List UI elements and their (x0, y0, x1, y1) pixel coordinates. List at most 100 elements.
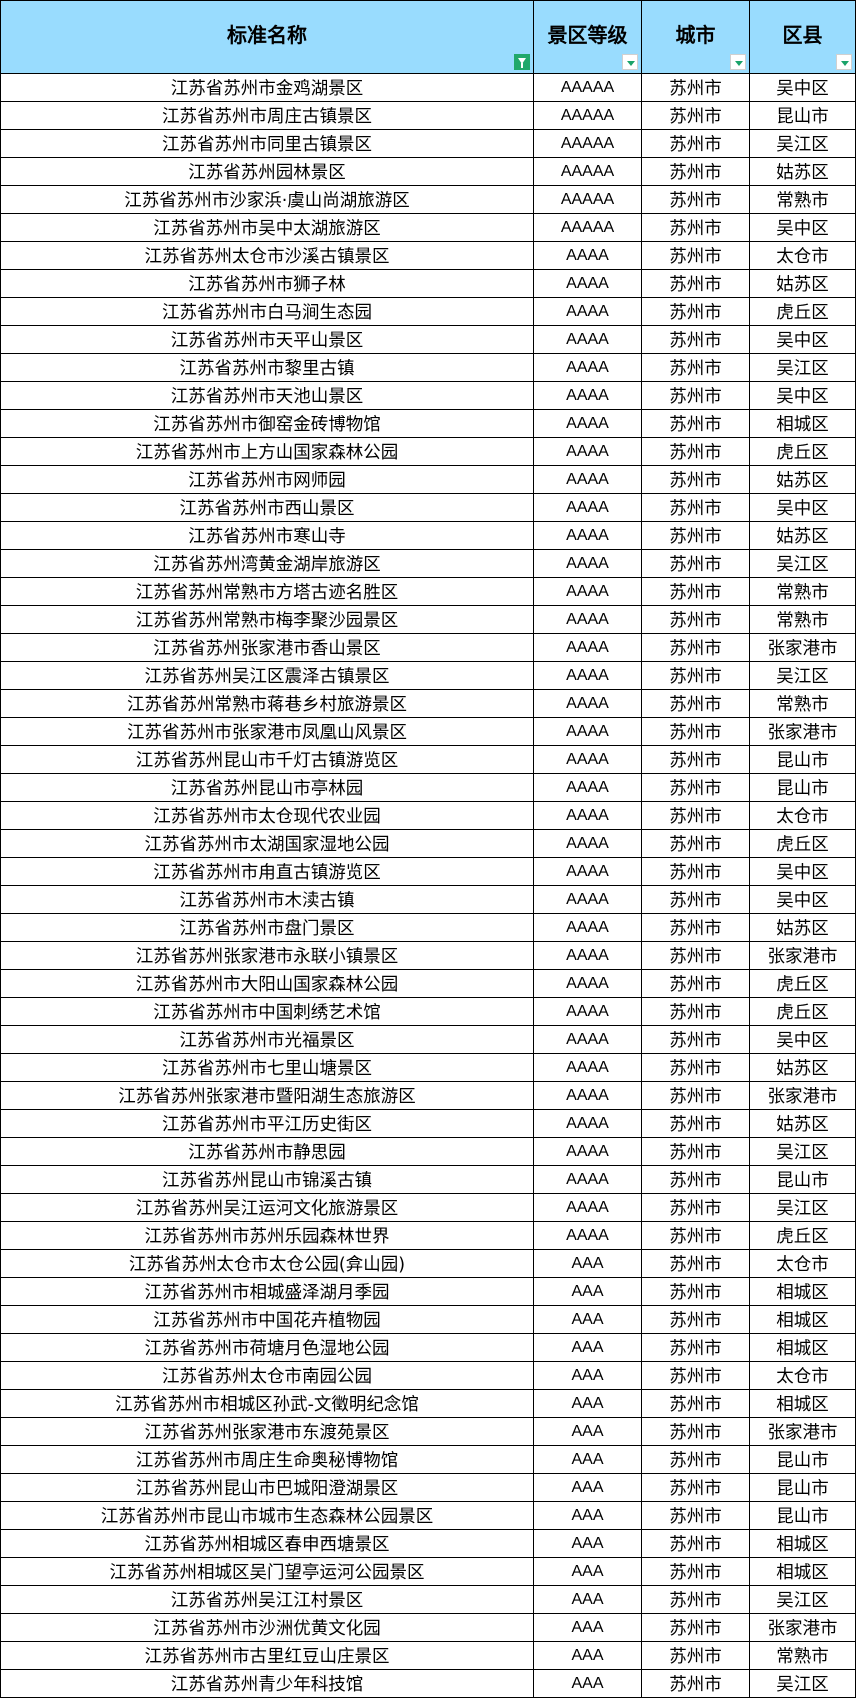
cell-city[interactable]: 苏州市 (641, 325, 750, 354)
cell-city[interactable]: 苏州市 (641, 1165, 750, 1194)
cell-district[interactable]: 常熟市 (749, 1641, 856, 1670)
cell-name[interactable]: 江苏省苏州市狮子林 (0, 269, 534, 298)
cell-district[interactable]: 常熟市 (749, 185, 856, 214)
cell-district[interactable]: 虎丘区 (749, 437, 856, 466)
cell-grade[interactable]: AAAAA (533, 157, 642, 186)
cell-district[interactable]: 姑苏区 (749, 1053, 856, 1082)
filter-active-icon[interactable] (514, 54, 530, 70)
cell-name[interactable]: 江苏省苏州吴江江村景区 (0, 1585, 534, 1614)
cell-grade[interactable]: AAAA (533, 577, 642, 606)
cell-district[interactable]: 太仓市 (749, 1249, 856, 1278)
cell-district[interactable]: 吴江区 (749, 1585, 856, 1614)
cell-name[interactable]: 江苏省苏州市中国花卉植物园 (0, 1305, 534, 1334)
cell-district[interactable]: 吴江区 (749, 1193, 856, 1222)
filter-dropdown-icon[interactable] (730, 54, 746, 70)
cell-district[interactable]: 相城区 (749, 1333, 856, 1362)
cell-city[interactable]: 苏州市 (641, 1473, 750, 1502)
cell-city[interactable]: 苏州市 (641, 437, 750, 466)
cell-name[interactable]: 江苏省苏州张家港市永联小镇景区 (0, 941, 534, 970)
cell-name[interactable]: 江苏省苏州市西山景区 (0, 493, 534, 522)
cell-grade[interactable]: AAAA (533, 1221, 642, 1250)
cell-name[interactable]: 江苏省苏州市太湖国家湿地公园 (0, 829, 534, 858)
cell-district[interactable]: 昆山市 (749, 1165, 856, 1194)
cell-grade[interactable]: AAAA (533, 661, 642, 690)
cell-city[interactable]: 苏州市 (641, 661, 750, 690)
cell-grade[interactable]: AAA (533, 1305, 642, 1334)
cell-grade[interactable]: AAAA (533, 885, 642, 914)
header-district[interactable]: 区县 (749, 0, 856, 74)
cell-name[interactable]: 江苏省苏州市木渎古镇 (0, 885, 534, 914)
cell-district[interactable]: 吴江区 (749, 1669, 856, 1698)
cell-city[interactable]: 苏州市 (641, 1389, 750, 1418)
cell-district[interactable]: 相城区 (749, 1389, 856, 1418)
header-name[interactable]: 标准名称 (0, 0, 534, 74)
cell-city[interactable]: 苏州市 (641, 549, 750, 578)
cell-name[interactable]: 江苏省苏州市黎里古镇 (0, 353, 534, 382)
cell-name[interactable]: 江苏省苏州太仓市太仓公园(弇山园) (0, 1249, 534, 1278)
cell-city[interactable]: 苏州市 (641, 465, 750, 494)
cell-name[interactable]: 江苏省苏州市光福景区 (0, 1025, 534, 1054)
cell-district[interactable]: 太仓市 (749, 1361, 856, 1390)
cell-district[interactable]: 吴中区 (749, 493, 856, 522)
cell-grade[interactable]: AAAA (533, 549, 642, 578)
cell-grade[interactable]: AAAA (533, 437, 642, 466)
cell-grade[interactable]: AAAA (533, 297, 642, 326)
cell-name[interactable]: 江苏省苏州市张家港市凤凰山风景区 (0, 717, 534, 746)
cell-grade[interactable]: AAA (533, 1641, 642, 1670)
cell-city[interactable]: 苏州市 (641, 241, 750, 270)
cell-name[interactable]: 江苏省苏州市相城盛泽湖月季园 (0, 1277, 534, 1306)
cell-grade[interactable]: AAA (533, 1249, 642, 1278)
cell-city[interactable]: 苏州市 (641, 857, 750, 886)
cell-name[interactable]: 江苏省苏州市盘门景区 (0, 913, 534, 942)
filter-dropdown-icon[interactable] (836, 54, 852, 70)
cell-city[interactable]: 苏州市 (641, 969, 750, 998)
cell-district[interactable]: 昆山市 (749, 1501, 856, 1530)
cell-grade[interactable]: AAAA (533, 325, 642, 354)
cell-city[interactable]: 苏州市 (641, 1641, 750, 1670)
cell-city[interactable]: 苏州市 (641, 605, 750, 634)
cell-city[interactable]: 苏州市 (641, 1081, 750, 1110)
cell-city[interactable]: 苏州市 (641, 885, 750, 914)
cell-district[interactable]: 吴江区 (749, 661, 856, 690)
cell-grade[interactable]: AAAAA (533, 129, 642, 158)
cell-city[interactable]: 苏州市 (641, 1613, 750, 1642)
cell-grade[interactable]: AAA (533, 1585, 642, 1614)
cell-city[interactable]: 苏州市 (641, 1193, 750, 1222)
cell-district[interactable]: 姑苏区 (749, 157, 856, 186)
cell-name[interactable]: 江苏省苏州市荷塘月色湿地公园 (0, 1333, 534, 1362)
cell-city[interactable]: 苏州市 (641, 185, 750, 214)
cell-city[interactable]: 苏州市 (641, 1277, 750, 1306)
cell-city[interactable]: 苏州市 (641, 213, 750, 242)
cell-district[interactable]: 吴江区 (749, 129, 856, 158)
cell-name[interactable]: 江苏省苏州昆山市巴城阳澄湖景区 (0, 1473, 534, 1502)
cell-district[interactable]: 吴江区 (749, 353, 856, 382)
cell-district[interactable]: 虎丘区 (749, 997, 856, 1026)
cell-name[interactable]: 江苏省苏州昆山市千灯古镇游览区 (0, 745, 534, 774)
cell-district[interactable]: 吴江区 (749, 1137, 856, 1166)
cell-grade[interactable]: AAAA (533, 829, 642, 858)
cell-district[interactable]: 相城区 (749, 1277, 856, 1306)
cell-name[interactable]: 江苏省苏州青少年科技馆 (0, 1669, 534, 1698)
cell-city[interactable]: 苏州市 (641, 801, 750, 830)
cell-grade[interactable]: AAA (533, 1669, 642, 1698)
cell-district[interactable]: 姑苏区 (749, 269, 856, 298)
cell-city[interactable]: 苏州市 (641, 773, 750, 802)
cell-district[interactable]: 昆山市 (749, 745, 856, 774)
cell-district[interactable]: 太仓市 (749, 241, 856, 270)
cell-name[interactable]: 江苏省苏州市白马涧生态园 (0, 297, 534, 326)
cell-district[interactable]: 吴中区 (749, 381, 856, 410)
cell-city[interactable]: 苏州市 (641, 1025, 750, 1054)
cell-district[interactable]: 张家港市 (749, 717, 856, 746)
cell-name[interactable]: 江苏省苏州相城区春申西塘景区 (0, 1529, 534, 1558)
cell-city[interactable]: 苏州市 (641, 1333, 750, 1362)
cell-name[interactable]: 江苏省苏州园林景区 (0, 157, 534, 186)
cell-city[interactable]: 苏州市 (641, 353, 750, 382)
cell-district[interactable]: 虎丘区 (749, 829, 856, 858)
cell-district[interactable]: 相城区 (749, 1305, 856, 1334)
cell-district[interactable]: 昆山市 (749, 1445, 856, 1474)
cell-district[interactable]: 姑苏区 (749, 521, 856, 550)
cell-grade[interactable]: AAAAA (533, 185, 642, 214)
cell-name[interactable]: 江苏省苏州市周庄生命奥秘博物馆 (0, 1445, 534, 1474)
cell-name[interactable]: 江苏省苏州市御窑金砖博物馆 (0, 409, 534, 438)
cell-grade[interactable]: AAAA (533, 521, 642, 550)
